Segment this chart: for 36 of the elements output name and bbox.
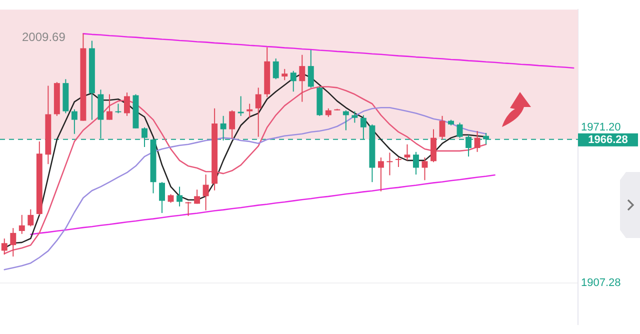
candlestick xyxy=(430,128,436,163)
candlestick xyxy=(474,130,480,152)
candlestick xyxy=(115,103,122,114)
candlestick xyxy=(308,49,314,88)
candlestick xyxy=(124,92,130,116)
candlestick xyxy=(395,157,402,168)
candlestick xyxy=(290,70,296,92)
y-tick-label: 1971.20 xyxy=(581,121,621,134)
candlestick xyxy=(413,151,419,176)
candlestick xyxy=(255,87,262,138)
candlestick xyxy=(439,115,446,140)
candlestick xyxy=(185,201,192,216)
candlestick xyxy=(378,157,384,192)
candlestick xyxy=(229,110,236,140)
candlestick xyxy=(71,108,78,134)
candlestick xyxy=(282,68,288,81)
candlestick xyxy=(159,182,165,214)
y-tick-label: 1907.28 xyxy=(581,276,621,289)
candlestick xyxy=(10,228,16,258)
candlestick xyxy=(299,54,306,102)
ref-line-label: 1966.28 xyxy=(588,134,628,146)
candlestick xyxy=(194,189,200,204)
candlestick xyxy=(386,152,393,176)
candlestick xyxy=(106,94,112,120)
candlestick xyxy=(246,103,253,118)
annotation: 2009.69 xyxy=(22,30,66,44)
candlestick xyxy=(272,58,279,80)
candlestick xyxy=(342,110,349,131)
candlestick xyxy=(202,174,209,211)
candlestick xyxy=(18,214,25,234)
candlestick xyxy=(404,144,410,161)
candlestick xyxy=(1,238,8,256)
candlestick xyxy=(28,208,34,227)
candlestick xyxy=(352,110,358,124)
candlestick xyxy=(176,186,183,207)
candlestick xyxy=(422,157,428,181)
